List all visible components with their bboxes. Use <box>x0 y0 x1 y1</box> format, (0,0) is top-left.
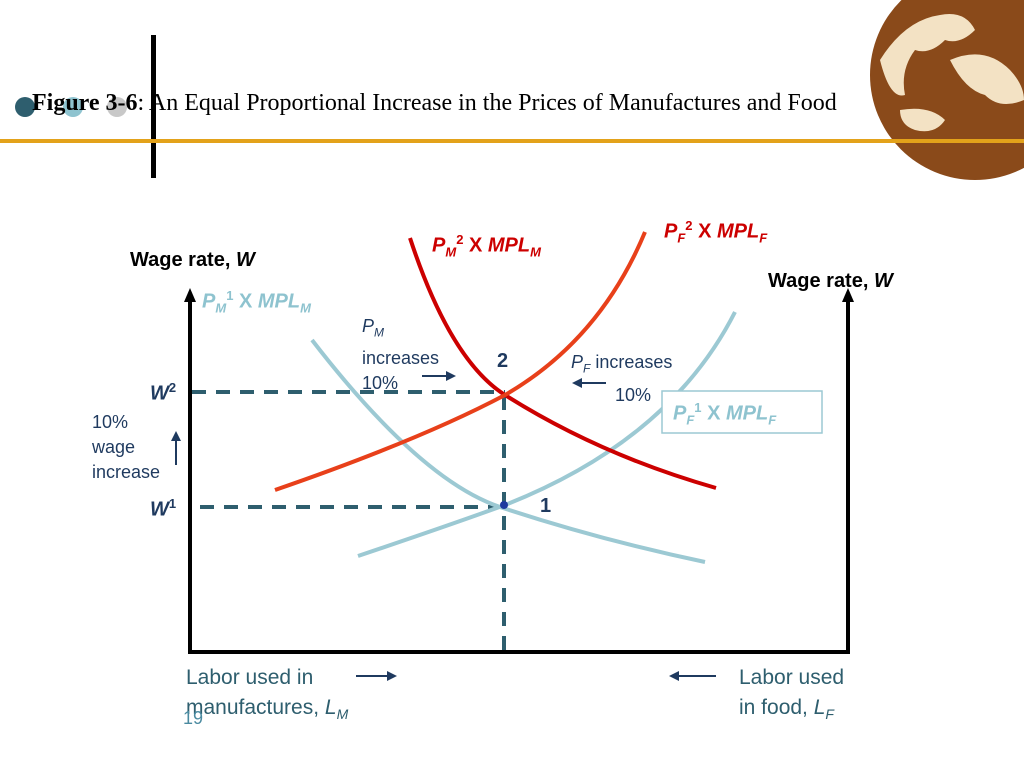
pf-increases-rest: increases <box>590 352 673 372</box>
w2-label-var: W <box>150 382 169 405</box>
curve-pf2-sub: F <box>677 230 686 246</box>
pf-increases-sub: F <box>583 361 591 376</box>
w2-label: W2 <box>150 380 176 406</box>
header-vertical-bar <box>151 35 156 178</box>
curve-pm2-sub: M <box>445 244 457 260</box>
pf-increase-arrow-icon <box>572 378 606 388</box>
labor-mfg-var: L <box>324 696 337 719</box>
wage-increase-line-3: increase <box>92 462 161 482</box>
wage-increase-arrow-icon <box>171 431 181 465</box>
curve-pf2-x: X <box>692 220 717 243</box>
pf1-label-box <box>661 390 823 434</box>
curve-pf1-sub: F <box>686 412 695 428</box>
curve-pm1-p: P <box>202 290 216 313</box>
curve-pf2-mplsub: F <box>759 230 768 246</box>
pm-increases-line-2: increases <box>362 347 440 368</box>
pm-increases-p: P <box>362 316 375 336</box>
curve-pf2-sup: 2 <box>685 218 693 233</box>
curve-pm2-sup: 2 <box>456 232 464 247</box>
point-2-label: 2 <box>497 350 509 372</box>
curve-pm1-sup: 1 <box>226 288 234 303</box>
curve-pf1-mplsub: F <box>768 412 777 428</box>
curve-pf2-mplf <box>274 231 647 492</box>
figure-caption: : An Equal Proportional Increase in the … <box>137 90 837 116</box>
page-number: 19 <box>183 708 204 728</box>
labor-food-arrow-icon <box>669 671 716 681</box>
left-axis-label: Wage rate, W <box>130 249 255 272</box>
pf-increases-p: P <box>571 352 584 372</box>
curve-pm1-mpl: MPL <box>257 290 301 313</box>
right-axis <box>842 288 854 652</box>
labor-food-label: Labor used in food, LF <box>739 663 844 729</box>
curve-pf1-x: X <box>701 402 726 425</box>
labor-food-line-1: Labor used <box>739 666 845 689</box>
curve-pm2-mplsub: M <box>530 244 541 260</box>
wage-increase-label: 10% wage increase <box>92 410 160 485</box>
pm-increases-line-3: 10% <box>362 372 399 393</box>
curve-pf1-sup: 1 <box>694 400 702 415</box>
globe-icon <box>870 0 1024 180</box>
curve-pm1-label: PM1 X MPLM <box>202 288 311 316</box>
labor-mfg-arrow-icon <box>356 671 397 681</box>
w1-label: W1 <box>150 496 176 522</box>
pm-increases-note: PM increases 10% <box>362 314 439 396</box>
left-axis-label-var: W <box>235 249 255 271</box>
curve-pm1-mplsub: M <box>300 300 311 316</box>
labor-mfg-line-2: manufactures, <box>186 696 325 719</box>
pm-increase-arrow-icon <box>422 371 456 381</box>
w1-label-sup: 1 <box>168 496 177 511</box>
curve-pf2-mpl: MPL <box>716 220 760 243</box>
pf-increases-note: PF increases 10% <box>571 349 672 408</box>
right-axis-label-text: Wage rate, <box>768 270 874 292</box>
curve-pf1-label: PF1 X MPLF <box>673 400 776 428</box>
left-axis-label-text: Wage rate, <box>130 249 236 271</box>
w1-label-var: W <box>150 498 169 521</box>
labor-mfg-line-1: Labor used in <box>186 666 314 689</box>
labor-mfg-sub: M <box>336 706 349 723</box>
curve-pf1-mplf <box>357 311 737 558</box>
labor-manufactures-label: Labor used in manufactures, LM <box>186 663 348 729</box>
left-axis <box>184 288 196 652</box>
curve-pm1-x: X <box>233 290 258 313</box>
w2-label-sup: 2 <box>168 380 177 395</box>
point-1-label: 1 <box>540 495 552 517</box>
right-axis-label-var: W <box>873 270 893 292</box>
right-axis-label: Wage rate, W <box>768 270 893 293</box>
wage-increase-line-1: 10% <box>92 412 129 432</box>
curve-pm2-mpl: MPL <box>487 234 531 257</box>
curve-pf2-p: P <box>664 220 678 243</box>
figure-number: Figure 3-6 <box>32 90 138 116</box>
labor-food-line-2: in food, <box>739 696 814 719</box>
curve-pf1-mpl: MPL <box>725 402 769 425</box>
wage-increase-line-2: wage <box>92 437 136 457</box>
curve-pm2-label: PM2 X MPLM <box>432 232 541 260</box>
pm-increases-sub: M <box>374 325 385 340</box>
bullet-dot-gray <box>107 97 127 117</box>
curve-pm2-p: P <box>432 234 446 257</box>
labor-food-sub: F <box>825 706 834 723</box>
labor-food-var: L <box>813 696 826 719</box>
curve-pf1-p: P <box>673 402 687 425</box>
bullet-dot-light <box>63 97 83 117</box>
curve-pm2-x: X <box>463 234 488 257</box>
header-rule <box>0 139 1024 143</box>
curve-pm1-sub: M <box>215 300 227 316</box>
equilibrium-point-1 <box>500 501 508 509</box>
slide-title: Figure 3-6: An Equal Proportional Increa… <box>32 90 837 117</box>
bullet-dot-dark <box>15 97 35 117</box>
curve-pf2-label: PF2 X MPLF <box>664 218 767 246</box>
pf-increases-line-2: 10% <box>615 384 652 405</box>
